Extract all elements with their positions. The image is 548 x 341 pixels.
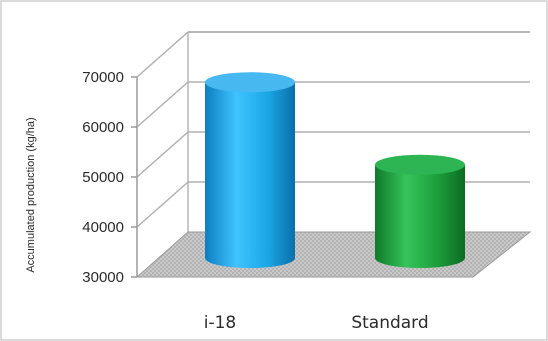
y-tick-label: 40000: [82, 219, 124, 236]
bars: [205, 72, 465, 268]
gridline-diagonal: [136, 81, 189, 128]
y-axis-title: Accumulated production (kg/ha): [25, 117, 37, 272]
gridline-diagonal: [136, 31, 189, 78]
bar-body: [205, 82, 295, 268]
bar-top: [205, 72, 295, 93]
x-tick-label: i-18: [204, 313, 237, 333]
y-tick-label: 50000: [82, 169, 124, 186]
y-tick-label: 30000: [82, 269, 124, 286]
category-labels: i-18 Standard: [204, 313, 429, 333]
y-axis: 30000 40000 50000 60000 70000: [82, 69, 138, 286]
gridline-diagonal: [136, 181, 189, 228]
bar-top: [375, 154, 465, 175]
bar-2: [375, 154, 465, 268]
gridlines: [136, 31, 530, 228]
chart-floor: [135, 231, 532, 278]
y-tick-label: 70000: [82, 69, 124, 86]
bar-1: [205, 72, 295, 268]
bar-body: [375, 164, 465, 268]
x-tick-label: Standard: [351, 313, 428, 333]
gridline-diagonal: [136, 131, 189, 178]
y-tick-label: 60000: [82, 119, 124, 136]
